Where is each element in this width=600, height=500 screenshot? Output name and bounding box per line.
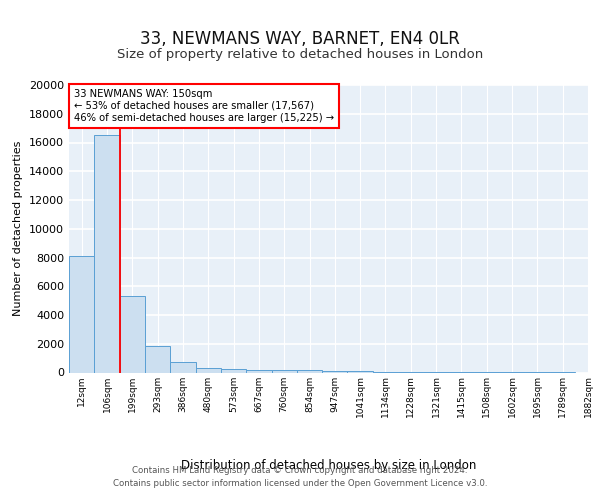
Bar xyxy=(246,370,272,372)
Text: Contains HM Land Registry data © Crown copyright and database right 2024.
Contai: Contains HM Land Registry data © Crown c… xyxy=(113,466,487,487)
Bar xyxy=(196,368,221,372)
Bar xyxy=(322,371,347,372)
Bar xyxy=(145,346,170,372)
Bar xyxy=(272,370,297,372)
Text: 33, NEWMANS WAY, BARNET, EN4 0LR: 33, NEWMANS WAY, BARNET, EN4 0LR xyxy=(140,30,460,48)
Bar xyxy=(94,136,119,372)
Bar xyxy=(297,370,322,372)
Text: 33 NEWMANS WAY: 150sqm
← 53% of detached houses are smaller (17,567)
46% of semi: 33 NEWMANS WAY: 150sqm ← 53% of detached… xyxy=(74,90,334,122)
X-axis label: Distribution of detached houses by size in London: Distribution of detached houses by size … xyxy=(181,459,476,472)
Bar xyxy=(119,296,145,372)
Bar xyxy=(221,369,246,372)
Y-axis label: Number of detached properties: Number of detached properties xyxy=(13,141,23,316)
Text: Size of property relative to detached houses in London: Size of property relative to detached ho… xyxy=(117,48,483,61)
Bar xyxy=(69,256,94,372)
Bar xyxy=(170,362,196,372)
